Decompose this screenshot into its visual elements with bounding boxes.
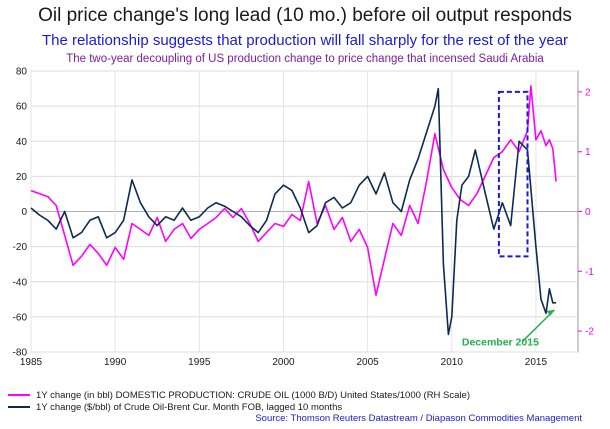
chart-subtitle-2: The two-year decoupling of US production… [66,53,544,65]
legend-item-price: 1Y change ($/bbl) of Crude Oil-Brent Cur… [8,402,342,413]
x-tick-label: 2005 [356,357,379,368]
decoupling-box [497,90,529,258]
legend-swatch-production [8,394,30,397]
y-right-tick-label: 2 [585,87,591,98]
y-left-tick-label: 40 [16,137,28,148]
x-tick-label: 2015 [525,357,548,368]
x-tick-label: 2000 [272,357,295,368]
y-left-tick-label: 0 [21,207,27,218]
y-right-tick-label: 1 [585,147,591,158]
series-line-production [30,85,557,296]
y-left-tick-label: 80 [16,67,28,78]
y-right-tick-label: -1 [585,267,594,278]
y-left-tick-label: 20 [16,172,28,183]
legend-item-production: 1Y change (in bbl) DOMESTIC PRODUCTION: … [8,390,470,401]
y-left-tick-label: -20 [13,242,28,253]
x-tick-label: 1995 [188,357,211,368]
legend-label-production: 1Y change (in bbl) DOMESTIC PRODUCTION: … [36,390,470,401]
chart-subtitle: The relationship suggests that productio… [41,32,569,49]
chart-title: Oil price change's long lead (10 mo.) be… [38,5,572,26]
y-left-tick-label: -40 [13,277,28,288]
annotation-label: December 2015 [462,336,539,348]
y-left-tick-label: -60 [13,312,28,323]
x-tick-label: 1990 [104,357,127,368]
y-right-tick-label: 0 [585,207,591,218]
y-left-tick-label: 60 [16,102,28,113]
annotation-arrowhead [546,309,555,316]
legend-swatch-price [8,406,30,409]
source-note: Source: Thomson Reuters Datastream / Dia… [255,413,582,424]
y-left-tick-label: -80 [13,348,28,359]
y-right-tick-label: -2 [585,327,594,338]
legend-label-price: 1Y change ($/bbl) of Crude Oil-Brent Cur… [36,402,343,413]
x-tick-label: 2010 [441,357,464,368]
series-line-price [30,87,557,336]
annotation-arrow [521,309,555,342]
x-tick-label: 1985 [20,357,43,368]
